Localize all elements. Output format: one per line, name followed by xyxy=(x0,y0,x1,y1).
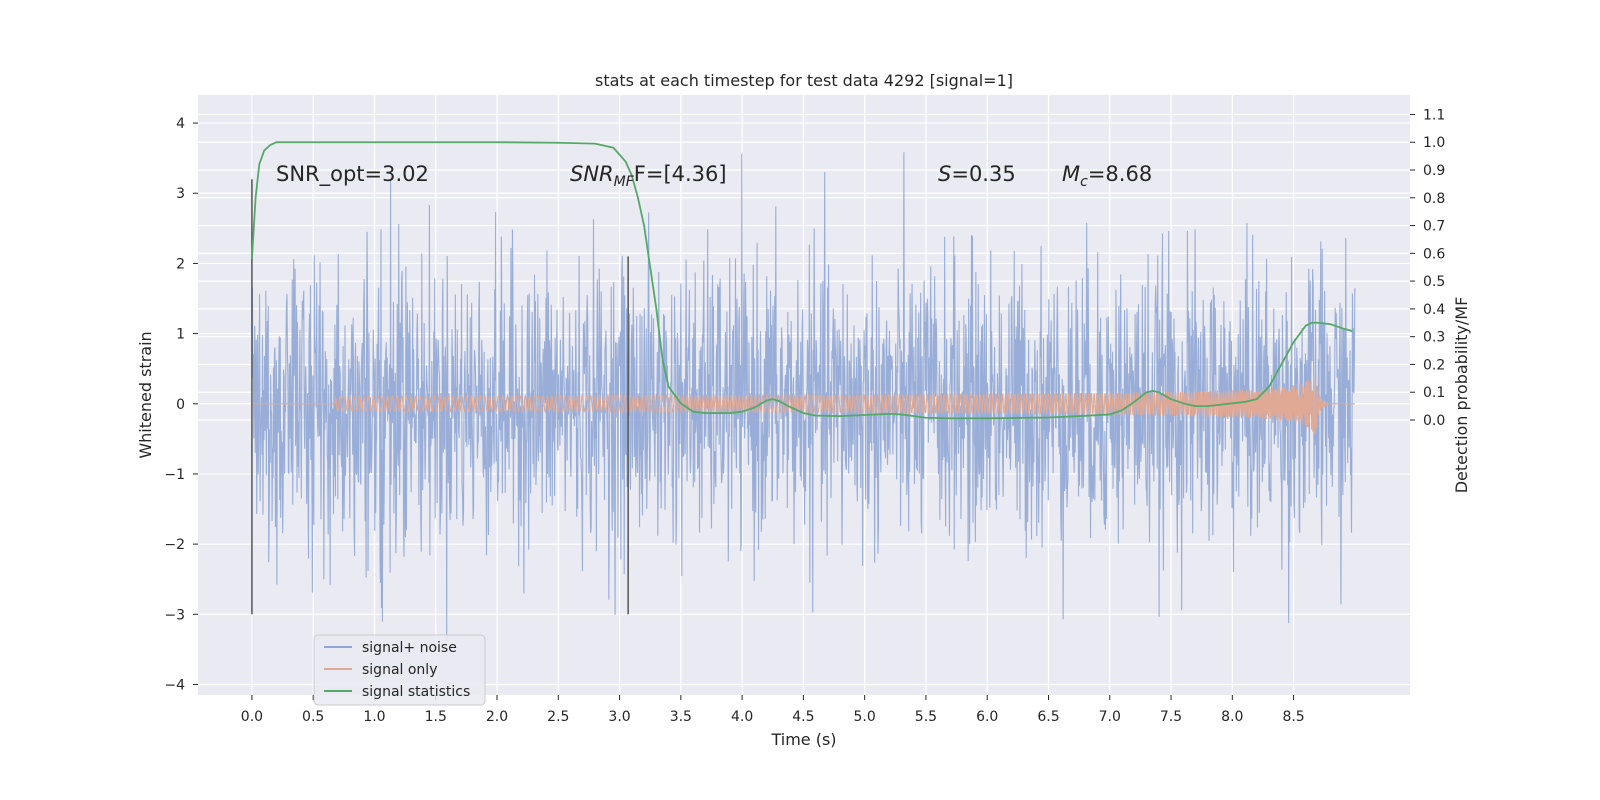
annotation-mc-subscript: c xyxy=(1080,174,1088,190)
y-right-tick-label: 1.1 xyxy=(1423,107,1445,123)
x-tick-label: 1.0 xyxy=(363,709,385,725)
y-tick-label: −4 xyxy=(164,677,185,693)
annotation-mc-value: =8.68 xyxy=(1088,162,1152,186)
signal-only-line xyxy=(251,376,1355,435)
legend-label: signal+ noise xyxy=(362,640,457,656)
legend-item-signal-plus-noise: signal+ noise xyxy=(324,640,457,656)
y-axis-right-label: Detection probability/MF xyxy=(1452,297,1471,494)
x-tick-label: 3.0 xyxy=(608,709,630,725)
y-tick-label: 4 xyxy=(176,116,185,132)
annotation-s-main: S xyxy=(938,162,951,186)
y-right-tick-label: 0.7 xyxy=(1423,219,1445,235)
annotation-snr-mf-value: F=[4.36] xyxy=(634,162,727,186)
legend: signal+ noise signal only signal statist… xyxy=(313,634,486,706)
y-right-tick-label: 0.9 xyxy=(1423,163,1445,179)
y-axis-label: Whitened strain xyxy=(136,331,155,458)
axes: 0.0 0.5 1.0 1.5 2.0 2.5 3.0 3.5 4.0 4.5 5.0 5.5 6.0 6… xyxy=(164,107,1445,725)
chart-title: stats at each timestep for test data 429… xyxy=(595,71,1013,90)
signal-statistics-line xyxy=(251,141,1353,420)
annotation-s-value: =0.35 xyxy=(951,162,1015,186)
legend-item-signal-statistics: signal statistics xyxy=(324,684,470,700)
y-right-tick-label: 0.4 xyxy=(1423,302,1445,318)
x-tick-label: 8.0 xyxy=(1221,709,1243,725)
x-tick-label: 7.0 xyxy=(1099,709,1121,725)
x-tick-label: 2.5 xyxy=(547,709,569,725)
annotation-snr-mf-subscript: MF xyxy=(614,174,635,190)
legend-label: signal statistics xyxy=(362,684,470,700)
y-right-tick-label: 0.1 xyxy=(1423,385,1445,401)
x-tick-label: 5.5 xyxy=(915,709,937,725)
y-right-tick-label: 0.8 xyxy=(1423,191,1445,207)
legend-item-signal-only: signal only xyxy=(324,662,437,678)
annotation-snr-opt: SNR_opt=3.02 xyxy=(276,162,429,187)
y-tick-label: 2 xyxy=(176,256,185,272)
annotation-s: S=0.35 xyxy=(938,162,1016,186)
annotation-mc: Mc=8.68 xyxy=(1062,162,1152,190)
y-right-tick-label: 0.2 xyxy=(1423,357,1445,373)
y-right-tick-label: 0.5 xyxy=(1423,274,1445,290)
y-right-tick-label: 0.6 xyxy=(1423,246,1445,262)
signal-plus-noise-line xyxy=(251,152,1356,642)
y-tick-label: 1 xyxy=(176,327,185,343)
x-tick-label: 4.5 xyxy=(792,709,814,725)
y-tick-label: 3 xyxy=(176,186,185,202)
y-tick-label: −2 xyxy=(164,537,185,553)
annotation-snr-mf-main: SNR xyxy=(570,162,614,186)
x-tick-label: 5.0 xyxy=(854,709,876,725)
legend-box xyxy=(313,634,486,706)
series-signal-only xyxy=(251,376,1355,435)
legend-label: signal only xyxy=(362,662,437,678)
y-tick-label: 0 xyxy=(176,397,185,413)
x-tick-label: 0.5 xyxy=(302,709,324,725)
x-tick-label: 7.5 xyxy=(1160,709,1182,725)
y-right-tick-label: 1.0 xyxy=(1423,135,1445,151)
y-right-tick-label: 0.0 xyxy=(1423,413,1445,429)
y-tick-label: −1 xyxy=(164,467,185,483)
x-tick-label: 3.5 xyxy=(670,709,692,725)
x-tick-label: 0.0 xyxy=(241,709,263,725)
x-tick-label: 1.5 xyxy=(425,709,447,725)
series-signal-statistics xyxy=(251,141,1353,420)
x-tick-label: 8.5 xyxy=(1282,709,1304,725)
x-tick-label: 2.0 xyxy=(486,709,508,725)
x-tick-label: 6.0 xyxy=(976,709,998,725)
x-tick-label: 4.0 xyxy=(731,709,753,725)
series-signal-plus-noise xyxy=(251,152,1356,642)
x-axis-label: Time (s) xyxy=(770,730,836,749)
annotation-mc-main: M xyxy=(1062,162,1080,186)
y-tick-label: −3 xyxy=(164,607,185,623)
annotation-snr-mf: SNRMFF=[4.36] xyxy=(570,162,727,190)
x-tick-label: 6.5 xyxy=(1037,709,1059,725)
y-right-tick-label: 0.3 xyxy=(1423,330,1445,346)
